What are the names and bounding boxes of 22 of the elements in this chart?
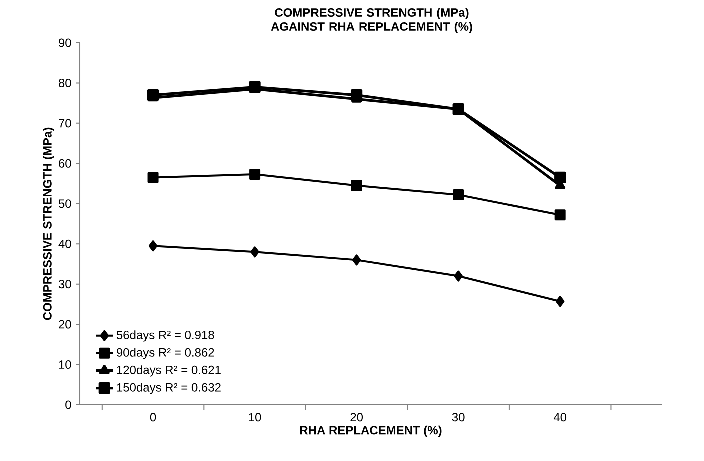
y-tick-label: 80 <box>58 78 72 88</box>
y-axis-title: COMPRESSIVE STRENGTH (MPa) <box>43 128 54 320</box>
y-tick-label: 30 <box>58 280 72 289</box>
legend-label: 150days R² = 0.632 <box>117 383 221 394</box>
y-tick-label: 0 <box>66 400 72 410</box>
x-tick-label: 10 <box>249 413 262 422</box>
legend-label: 120days R² = 0.621 <box>117 366 221 377</box>
y-tick-label: 10 <box>59 360 72 370</box>
x-tick-label: 0 <box>150 413 156 422</box>
legend-label: 56days R² = 0.918 <box>116 330 214 342</box>
x-tick-label: 20 <box>350 413 364 422</box>
y-tick-label: 70 <box>59 119 72 128</box>
y-tick-label: 40 <box>58 240 72 248</box>
y-tick-label: 60 <box>59 159 72 168</box>
chart-title: COMPRESSIVE STRENGTH (MPa) AGAINST RHA REPLACEMENT (%) <box>271 8 472 34</box>
x-tick-label: 30 <box>452 413 465 422</box>
y-tick-label: 50 <box>58 200 72 208</box>
x-tick-label: 40 <box>554 413 567 422</box>
x-axis-title: RHA REPLACEMENT (%) <box>300 426 442 438</box>
y-tick-label: 20 <box>59 320 72 329</box>
y-tick-label: 90 <box>59 38 72 48</box>
legend-label: 90days R² = 0.862 <box>117 348 214 360</box>
